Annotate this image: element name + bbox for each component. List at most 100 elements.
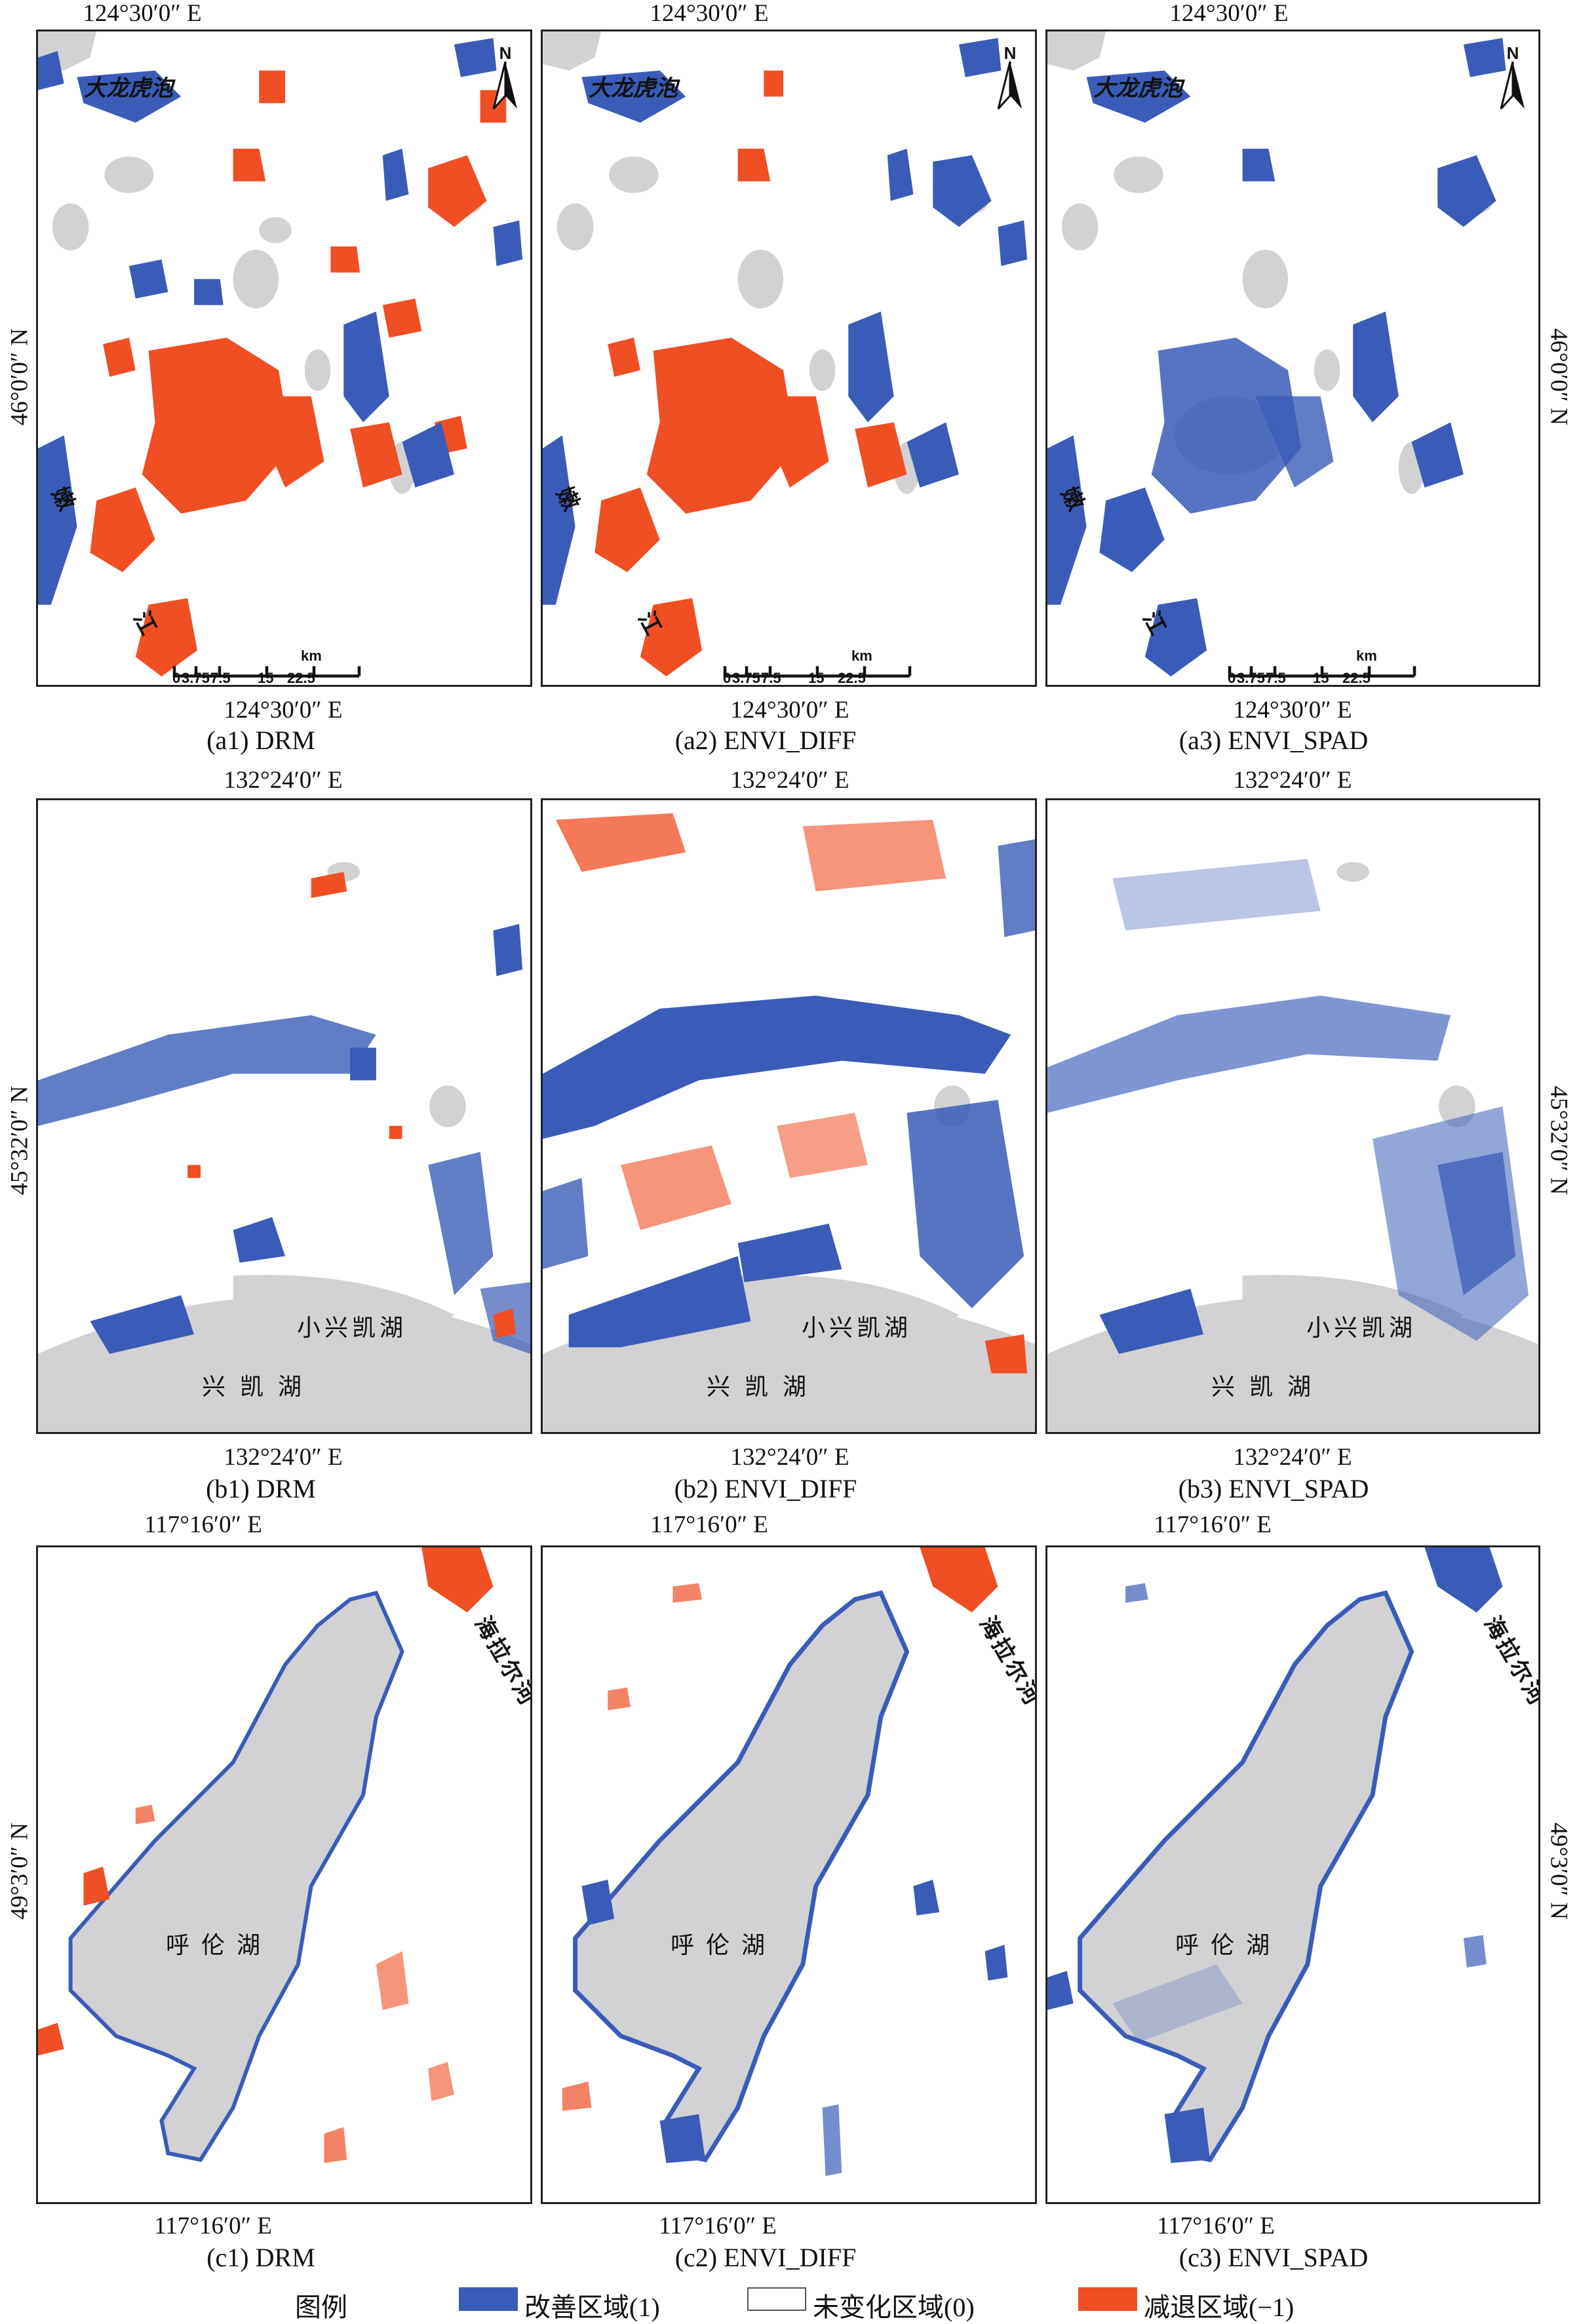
caption-a3: (a3) ENVI_SPAD bbox=[1179, 726, 1369, 755]
row-c-lat-right: 49°3′0″ N bbox=[1545, 1822, 1572, 1920]
lake-hulun-c1 bbox=[68, 1591, 404, 2162]
map-a1 bbox=[38, 31, 523, 677]
lake-xiaoxingkai-b3 bbox=[1242, 1275, 1464, 1341]
improved-c3 bbox=[1047, 1547, 1503, 2163]
legend-label-decreased: 减退区域(−1) bbox=[1144, 2293, 1295, 2322]
caption-a1: (a1) DRM bbox=[206, 726, 315, 755]
scale-label-1: 3.75 bbox=[732, 670, 760, 686]
lake-label-hulun: 呼伦湖 bbox=[671, 1932, 777, 1959]
legend-label-improved: 改善区域(1) bbox=[524, 2293, 660, 2322]
map-c2 bbox=[562, 1547, 1008, 2177]
row-b-lon-bot-3: 132°24′0″ E bbox=[1233, 1444, 1352, 1471]
scale-label-2: 7.5 bbox=[1266, 670, 1286, 686]
row-c-lon-bot-3: 117°16′0″ E bbox=[1157, 2213, 1275, 2239]
row-b-lon-top-1: 132°24′0″ E bbox=[224, 767, 343, 794]
scale-label-1: 3.75 bbox=[1237, 670, 1265, 686]
north-label: N bbox=[1506, 43, 1519, 63]
scale-label-3: 15 bbox=[1313, 670, 1329, 686]
caption-c3: (c3) ENVI_SPAD bbox=[1179, 2243, 1369, 2272]
place-label-dalonghupao: 大龙虎泡 bbox=[589, 75, 678, 102]
north-label: N bbox=[499, 43, 512, 63]
row-a-lat-right: 46°0′0″ N bbox=[1545, 328, 1572, 426]
legend-swatch-improved bbox=[459, 2287, 518, 2311]
map-a2 bbox=[543, 31, 1028, 677]
row-a-lat-left: 46°0′0″ N bbox=[6, 328, 33, 426]
scale-label-4: 22.5 bbox=[838, 670, 866, 686]
row-a-lon-bot-2: 124°30′0″ E bbox=[730, 697, 849, 724]
row-b-lon-top-2: 132°24′0″ E bbox=[730, 767, 849, 794]
row-c-lon-top-3: 117°16′0″ E bbox=[1154, 1511, 1272, 1538]
caption-c1: (c1) DRM bbox=[206, 2243, 315, 2272]
caption-c2: (c2) ENVI_DIFF bbox=[674, 2243, 857, 2272]
lake-label-xiaoxingkai: 小兴凯湖 bbox=[802, 1315, 912, 1342]
lake-label-xingkai: 兴凯湖 bbox=[202, 1374, 317, 1401]
caption-a2: (a2) ENVI_DIFF bbox=[674, 726, 857, 755]
improved-b1 bbox=[38, 923, 530, 1354]
scale-label-4: 22.5 bbox=[287, 670, 315, 686]
row-b-lat-right: 45°32′0″ N bbox=[1545, 1085, 1572, 1195]
lake-label-xingkai: 兴凯湖 bbox=[707, 1374, 821, 1401]
lake-label-xingkai: 兴凯湖 bbox=[1211, 1374, 1326, 1401]
improved-a1 bbox=[38, 37, 523, 605]
improved-a2 bbox=[543, 37, 1028, 605]
scale-label-3: 15 bbox=[808, 670, 825, 686]
scale-bar-graphic bbox=[1228, 666, 1416, 678]
improved-b3 bbox=[1047, 859, 1529, 1354]
scale-label-0: 0 bbox=[1228, 670, 1236, 686]
lake-label-hulun: 呼伦湖 bbox=[166, 1932, 273, 1959]
row-c-lon-top-2: 117°16′0″ E bbox=[650, 1511, 768, 1538]
scale-unit: km bbox=[851, 648, 872, 664]
place-label-dalonghupao: 大龙虎泡 bbox=[84, 75, 173, 102]
row-b-lon-top-3: 132°24′0″ E bbox=[1233, 767, 1352, 794]
scale-label-4: 22.5 bbox=[1342, 670, 1371, 686]
row-b-lat-left: 45°32′0″ N bbox=[6, 1085, 33, 1195]
legend: 图例 改善区域(1) 未变化区域(0) 减退区域(−1) bbox=[0, 2281, 1579, 2322]
legend-swatch-unchanged bbox=[747, 2287, 806, 2311]
lake-hulun-c2 bbox=[573, 1590, 910, 2163]
scale-bar: km 0 3.75 7.5 15 22.5 bbox=[1228, 648, 1424, 686]
legend-swatch-decreased bbox=[1078, 2287, 1137, 2311]
north-arrow-icon bbox=[997, 61, 1022, 110]
panel-c3-envi-spad: 呼伦湖 海拉尔河 bbox=[1045, 1545, 1540, 2204]
north-label: N bbox=[1004, 43, 1017, 63]
legend-title: 图例 bbox=[295, 2293, 347, 2322]
decreased-b1 bbox=[187, 872, 517, 1338]
lake-label-xiaoxingkai: 小兴凯湖 bbox=[297, 1315, 408, 1342]
legend-label-unchanged: 未变化区域(0) bbox=[813, 2293, 975, 2322]
improved-b2 bbox=[543, 839, 1035, 1347]
scale-bar: km 0 3.75 7.5 15 22.5 bbox=[723, 648, 920, 686]
row-c-lon-top-1: 117°16′0″ E bbox=[144, 1511, 262, 1538]
north-arrow: N bbox=[486, 43, 525, 115]
north-arrow: N bbox=[990, 43, 1030, 115]
improved-c2 bbox=[581, 1879, 1008, 2177]
panel-c1-drm: 呼伦湖 海拉尔河 bbox=[36, 1545, 532, 2204]
scale-label-1: 3.75 bbox=[182, 670, 210, 686]
north-arrow-icon bbox=[1500, 61, 1525, 110]
map-c1 bbox=[38, 1547, 494, 2163]
lake-hulun-c3 bbox=[1078, 1590, 1414, 2163]
place-label-dalonghupao: 大龙虎泡 bbox=[1093, 75, 1182, 102]
decreased-a2 bbox=[595, 70, 907, 677]
map-a3 bbox=[1047, 31, 1506, 677]
row-c-lat-left: 49°3′0″ N bbox=[6, 1822, 33, 1920]
row-a-lon-top-3: 124°30′0″ E bbox=[1169, 0, 1289, 27]
lake-label-hulun: 呼伦湖 bbox=[1175, 1932, 1282, 1959]
scale-label-2: 7.5 bbox=[210, 670, 231, 686]
map-b1 bbox=[38, 862, 530, 1432]
row-b-lon-bot-2: 132°24′0″ E bbox=[730, 1444, 849, 1471]
row-c-lon-bot-2: 117°16′0″ E bbox=[659, 2213, 777, 2239]
row-c-lon-bot-1: 117°16′0″ E bbox=[154, 2213, 272, 2239]
row-a-lon-bot-3: 124°30′0″ E bbox=[1233, 697, 1352, 724]
row-a-lon-bot-1: 124°30′0″ E bbox=[224, 697, 343, 724]
scale-label-0: 0 bbox=[172, 670, 181, 686]
scale-label-3: 15 bbox=[258, 670, 274, 686]
lake-xiaoxingkai-b2 bbox=[737, 1275, 959, 1341]
panel-b2-envi-diff: 小兴凯湖 兴凯湖 bbox=[541, 798, 1037, 1434]
panel-b3-envi-spad: 小兴凯湖 兴凯湖 bbox=[1045, 798, 1540, 1434]
scale-unit: km bbox=[301, 648, 322, 664]
decreased-c2 bbox=[562, 1547, 998, 2111]
scale-label-2: 7.5 bbox=[761, 670, 781, 686]
scale-unit: km bbox=[1356, 648, 1377, 664]
map-b3 bbox=[1047, 859, 1538, 1432]
caption-b1: (b1) DRM bbox=[206, 1474, 316, 1503]
